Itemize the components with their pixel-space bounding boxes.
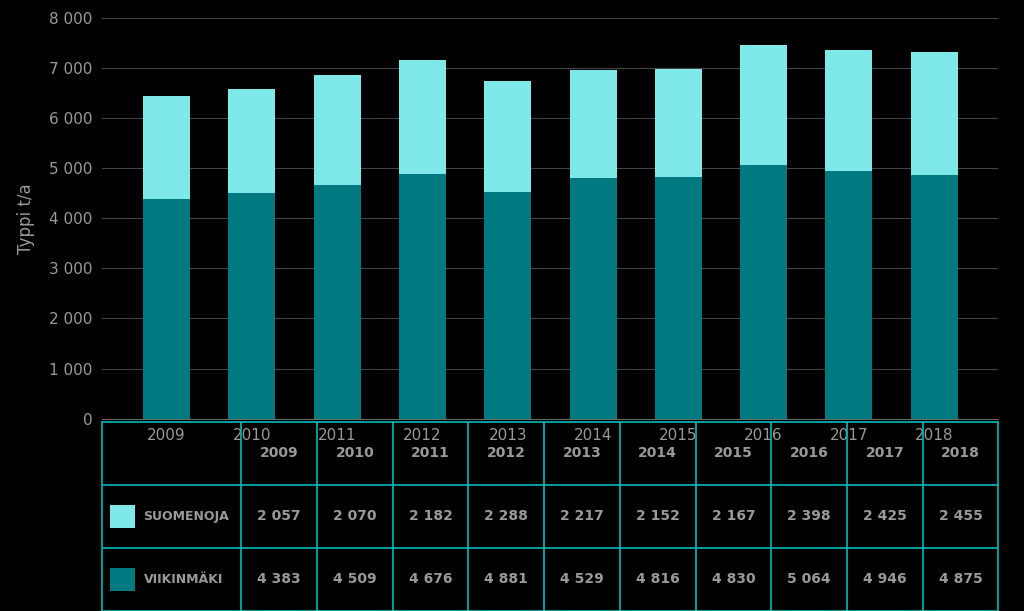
Text: 2 057: 2 057 — [257, 510, 301, 523]
Text: 2014: 2014 — [638, 446, 677, 460]
Text: 2 152: 2 152 — [636, 510, 680, 523]
Bar — [110, 568, 135, 591]
Text: 2018: 2018 — [941, 446, 980, 460]
Text: 4 529: 4 529 — [560, 573, 604, 587]
Text: 4 509: 4 509 — [333, 573, 377, 587]
Text: 2010: 2010 — [336, 446, 374, 460]
Text: 4 383: 4 383 — [257, 573, 301, 587]
Text: 4 816: 4 816 — [636, 573, 680, 587]
Text: 4 875: 4 875 — [939, 573, 982, 587]
Text: 4 946: 4 946 — [863, 573, 906, 587]
Text: 2 182: 2 182 — [409, 510, 453, 523]
Text: 2 288: 2 288 — [484, 510, 528, 523]
Bar — [143, 199, 190, 419]
Bar — [655, 68, 701, 177]
Text: 2013: 2013 — [562, 446, 601, 460]
Bar — [740, 165, 787, 419]
Text: 4 881: 4 881 — [484, 573, 528, 587]
Bar — [228, 193, 275, 419]
Bar — [399, 60, 445, 174]
Y-axis label: Typpi t/a: Typpi t/a — [17, 183, 35, 254]
Bar — [228, 89, 275, 193]
Bar — [313, 185, 360, 419]
Bar — [825, 171, 872, 419]
Text: 2009: 2009 — [260, 446, 298, 460]
Text: 2015: 2015 — [714, 446, 753, 460]
Text: 2016: 2016 — [790, 446, 828, 460]
Bar — [313, 76, 360, 185]
Text: 2 398: 2 398 — [787, 510, 830, 523]
Bar — [569, 70, 616, 178]
Text: 2012: 2012 — [486, 446, 525, 460]
Text: 2011: 2011 — [411, 446, 450, 460]
Text: VIIKINMÄKI: VIIKINMÄKI — [143, 573, 223, 586]
Bar — [143, 97, 190, 199]
Bar — [484, 192, 531, 419]
Text: SUOMENOJA: SUOMENOJA — [143, 510, 229, 523]
Bar — [740, 45, 787, 165]
Text: 2 217: 2 217 — [560, 510, 604, 523]
Text: 4 830: 4 830 — [712, 573, 756, 587]
Bar — [484, 81, 531, 192]
Bar — [569, 178, 616, 419]
Bar — [655, 177, 701, 419]
Text: 2 425: 2 425 — [863, 510, 907, 523]
Text: 2 070: 2 070 — [333, 510, 377, 523]
Bar — [825, 49, 872, 171]
Text: 2017: 2017 — [865, 446, 904, 460]
Text: 2 455: 2 455 — [939, 510, 982, 523]
Text: 2 167: 2 167 — [712, 510, 756, 523]
Bar — [910, 52, 957, 175]
Bar — [399, 174, 445, 419]
Bar — [910, 175, 957, 419]
Text: 5 064: 5 064 — [787, 573, 830, 587]
Text: 4 676: 4 676 — [409, 573, 453, 587]
Bar — [110, 505, 135, 528]
